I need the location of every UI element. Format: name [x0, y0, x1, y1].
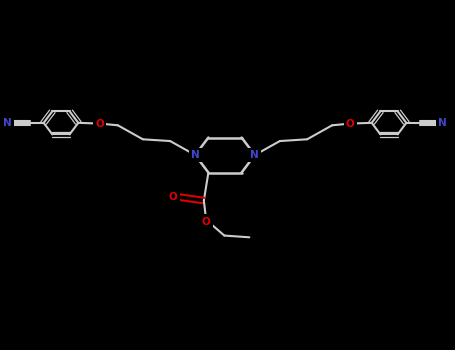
Text: O: O — [169, 192, 178, 202]
Text: N: N — [250, 150, 259, 160]
Text: N: N — [3, 118, 12, 128]
Text: O: O — [95, 119, 104, 128]
Text: O: O — [202, 217, 211, 226]
Text: N: N — [438, 118, 447, 128]
Text: O: O — [346, 119, 355, 128]
Text: N: N — [191, 150, 200, 160]
